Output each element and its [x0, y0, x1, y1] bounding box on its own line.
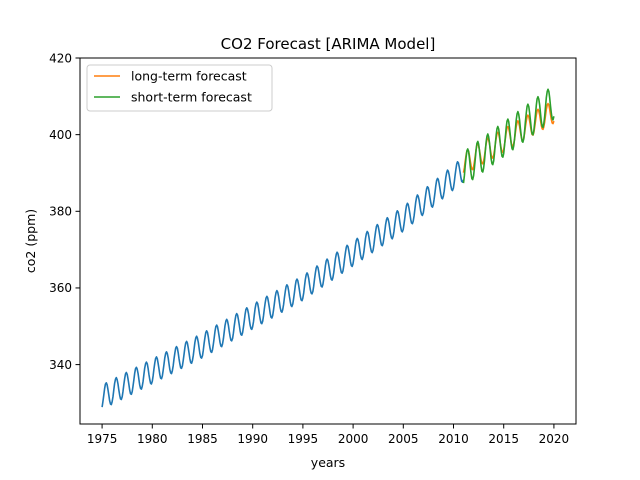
x-tick-label: 2000 — [338, 432, 369, 446]
x-tick-label: 2020 — [539, 432, 570, 446]
y-axis: 340 360 380 400 420 — [49, 51, 80, 372]
x-axis: 1975 1980 1985 1990 1995 2000 2005 2010 2015 2020 — [87, 424, 569, 446]
plot-frame — [79, 57, 577, 425]
x-tick-label: 1985 — [187, 432, 218, 446]
x-tick-label: 1995 — [288, 432, 319, 446]
x-tick-label: 1990 — [237, 432, 268, 446]
series-line-short-term-forecast — [462, 88, 555, 184]
y-tick-label: 360 — [49, 281, 72, 295]
x-tick-label: 1975 — [87, 432, 118, 446]
legend-label-short-term: short-term forecast — [131, 90, 252, 105]
y-tick-label: 400 — [49, 128, 72, 142]
legend-label-long-term: long-term forecast — [131, 69, 247, 84]
x-axis-label: years — [311, 455, 345, 470]
series-line-observed — [101, 161, 465, 408]
chart-title: CO2 Forecast [ARIMA Model] — [221, 35, 436, 53]
series-layer — [101, 88, 555, 408]
x-tick-label: 2005 — [388, 432, 419, 446]
legend: long-term forecast short-term forecast — [86, 64, 273, 112]
x-tick-label: 2015 — [488, 432, 519, 446]
x-tick-label: 2010 — [438, 432, 469, 446]
x-tick-label: 1980 — [137, 432, 168, 446]
y-tick-label: 340 — [49, 358, 72, 372]
y-axis-label: co2 (ppm) — [23, 209, 38, 273]
y-tick-label: 380 — [49, 205, 72, 219]
y-tick-label: 420 — [49, 51, 72, 65]
legend-box — [86, 64, 273, 112]
